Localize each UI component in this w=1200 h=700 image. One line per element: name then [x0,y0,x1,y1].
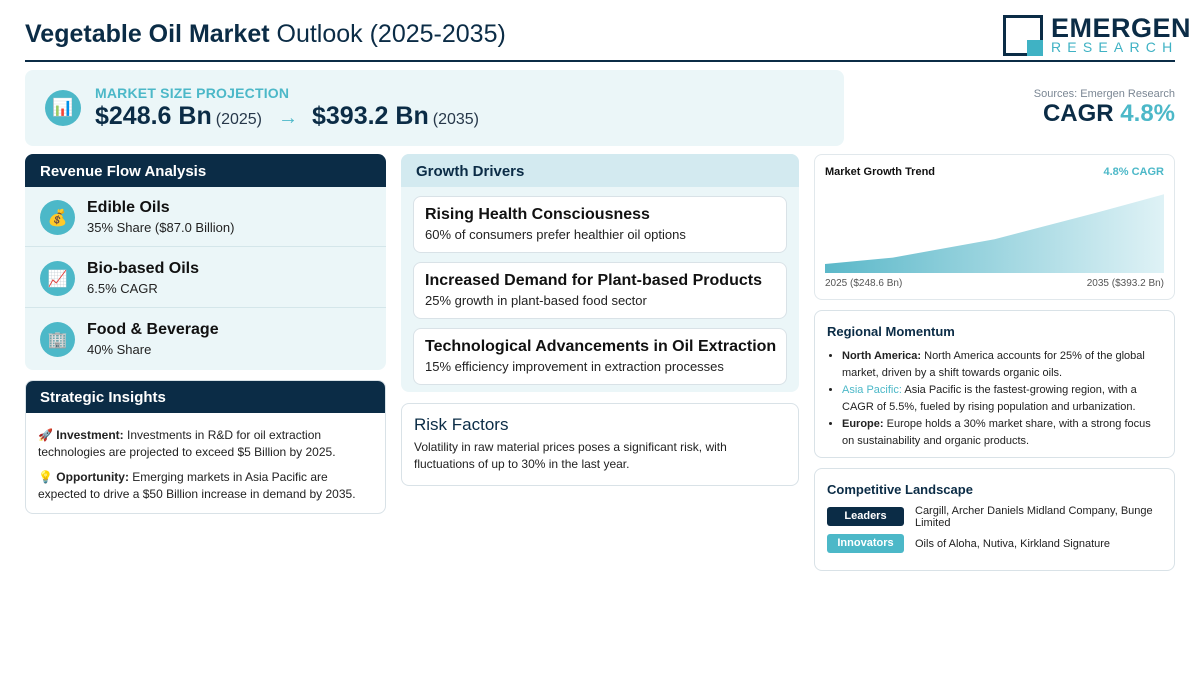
cagr-value: 4.8% [1120,100,1175,127]
regional-title: Regional Momentum [827,324,955,339]
money-bag-icon: 💰 [40,200,75,235]
growth-chart-icon: 📈 [40,261,75,296]
building-icon: 🏢 [40,322,75,357]
driver-desc: 15% efficiency improvement in extraction… [425,359,724,374]
page-title-bold: Vegetable Oil Market [25,20,270,48]
revenue-item-detail: 40% Share [87,342,152,357]
revenue-item-name: Edible Oils [87,199,170,216]
logo-mark-icon [1003,15,1043,56]
page-title: Vegetable Oil Market Outlook (2025-2035) [25,20,506,49]
start-year: (2025) [215,111,262,128]
revenue-item-detail: 35% Share ($87.0 Billion) [87,220,235,235]
risk-factors-card: Risk Factors Volatility in raw material … [401,403,799,486]
market-growth-trend-card: Market Growth Trend 4.8% CAGR 2025 ($248… [814,154,1175,300]
insight-text: Emerging markets in Asia Pacific are exp… [38,470,356,501]
insight-text: Investments in R&D for oil extraction te… [38,428,336,459]
region-text: Asia Pacific is the fastest-growing regi… [842,384,1137,413]
revenue-flow-title: Revenue Flow Analysis [25,154,386,187]
revenue-item: 💰 Edible Oils 35% Share ($87.0 Billion) [25,187,386,247]
revenue-item-detail: 6.5% CAGR [87,281,158,296]
regional-momentum-card: Regional Momentum North America: North A… [814,310,1175,458]
cagr-label: CAGR [1042,100,1114,127]
logo-subtitle: RESEARCH [1051,39,1179,55]
leaders-list: Cargill, Archer Daniels Midland Company,… [915,505,1153,529]
driver-item: Increased Demand for Plant-based Product… [413,262,787,319]
region-name: Europe: [842,418,884,430]
projection-values: $248.6 Bn (2025) → $393.2 Bn (2035) [95,102,479,131]
projection-label: MARKET SIZE PROJECTION [95,85,290,101]
growth-drivers-title: Growth Drivers [401,154,799,187]
region-item: North America: North America accounts fo… [842,348,1162,382]
revenue-item-name: Bio-based Oils [87,260,200,277]
region-item: Asia Pacific: Asia Pacific is the fastes… [842,382,1162,416]
start-value: $248.6 Bn [95,102,212,130]
end-value: $393.2 Bn [312,102,429,130]
strategic-insights-title: Strategic Insights [26,381,385,413]
driver-title: Technological Advancements in Oil Extrac… [425,338,777,355]
brand-logo[interactable]: EMERGEN RESEARCH [1003,14,1191,56]
logo-name: EMERGEN [1051,13,1192,43]
driver-item: Technological Advancements in Oil Extrac… [413,328,787,385]
region-text: North America accounts for 25% of the gl… [842,350,1145,379]
trend-start-label: 2025 ($248.6 Bn) [825,278,903,289]
end-year: (2035) [432,111,479,128]
trend-title: Market Growth Trend [825,166,936,178]
insight-opportunity: 💡 Opportunity: Emerging markets in Asia … [38,469,374,503]
region-text: Europe holds a 30% market share, with a … [842,418,1151,447]
market-size-projection: 📊 MARKET SIZE PROJECTION $248.6 Bn (2025)… [25,70,844,146]
insight-label: Opportunity: [56,470,129,484]
strategic-insights-card: Strategic Insights 🚀 Investment: Investm… [25,380,386,514]
region-name: North America: [842,350,922,362]
page-title-rest: Outlook (2025-2035) [276,20,506,48]
revenue-item: 🏢 Food & Beverage 40% Share [25,309,386,369]
region-name: Asia Pacific: [842,384,902,396]
region-item: Europe: Europe holds a 30% market share,… [842,416,1162,450]
insight-investment: 🚀 Investment: Investments in R&D for oil… [38,427,374,461]
trend-end-label: 2035 ($393.2 Bn) [1086,278,1164,289]
lightbulb-icon: 💡 [38,470,53,484]
driver-title: Increased Demand for Plant-based Product… [425,272,762,289]
sources-note: Sources: Emergen Research [1033,88,1175,100]
bar-chart-icon: 📊 [45,90,81,126]
driver-desc: 60% of consumers prefer healthier oil op… [425,227,686,242]
page-header: Vegetable Oil Market Outlook (2025-2035)… [25,12,1191,62]
insight-label: Investment: [56,428,124,442]
leaders-badge: Leaders [827,507,904,526]
trend-cagr: 4.8% CAGR [1103,166,1164,178]
innovators-badge: Innovators [827,534,904,553]
arrow-right-icon: → [278,107,298,129]
revenue-item: 📈 Bio-based Oils 6.5% CAGR [25,248,386,308]
regional-list: North America: North America accounts fo… [842,348,1162,450]
revenue-flow-card: Revenue Flow Analysis 💰 Edible Oils 35% … [25,154,386,370]
rocket-icon: 🚀 [38,428,53,442]
trend-area-chart [825,194,1164,273]
driver-title: Rising Health Consciousness [425,206,650,223]
trend-area [825,194,1164,273]
driver-item: Rising Health Consciousness 60% of consu… [413,196,787,253]
competitive-landscape-card: Competitive Landscape Leaders Cargill, A… [814,468,1175,571]
revenue-item-name: Food & Beverage [87,321,219,338]
competitive-title: Competitive Landscape [827,482,973,497]
risk-desc: Volatility in raw material prices poses … [414,440,727,471]
cagr-headline: CAGR 4.8% [1043,100,1175,128]
driver-desc: 25% growth in plant-based food sector [425,293,647,308]
risk-title: Risk Factors [414,415,509,434]
growth-drivers-card: Growth Drivers Rising Health Consciousne… [401,154,799,392]
innovators-list: Oils of Aloha, Nutiva, Kirkland Signatur… [915,538,1111,550]
